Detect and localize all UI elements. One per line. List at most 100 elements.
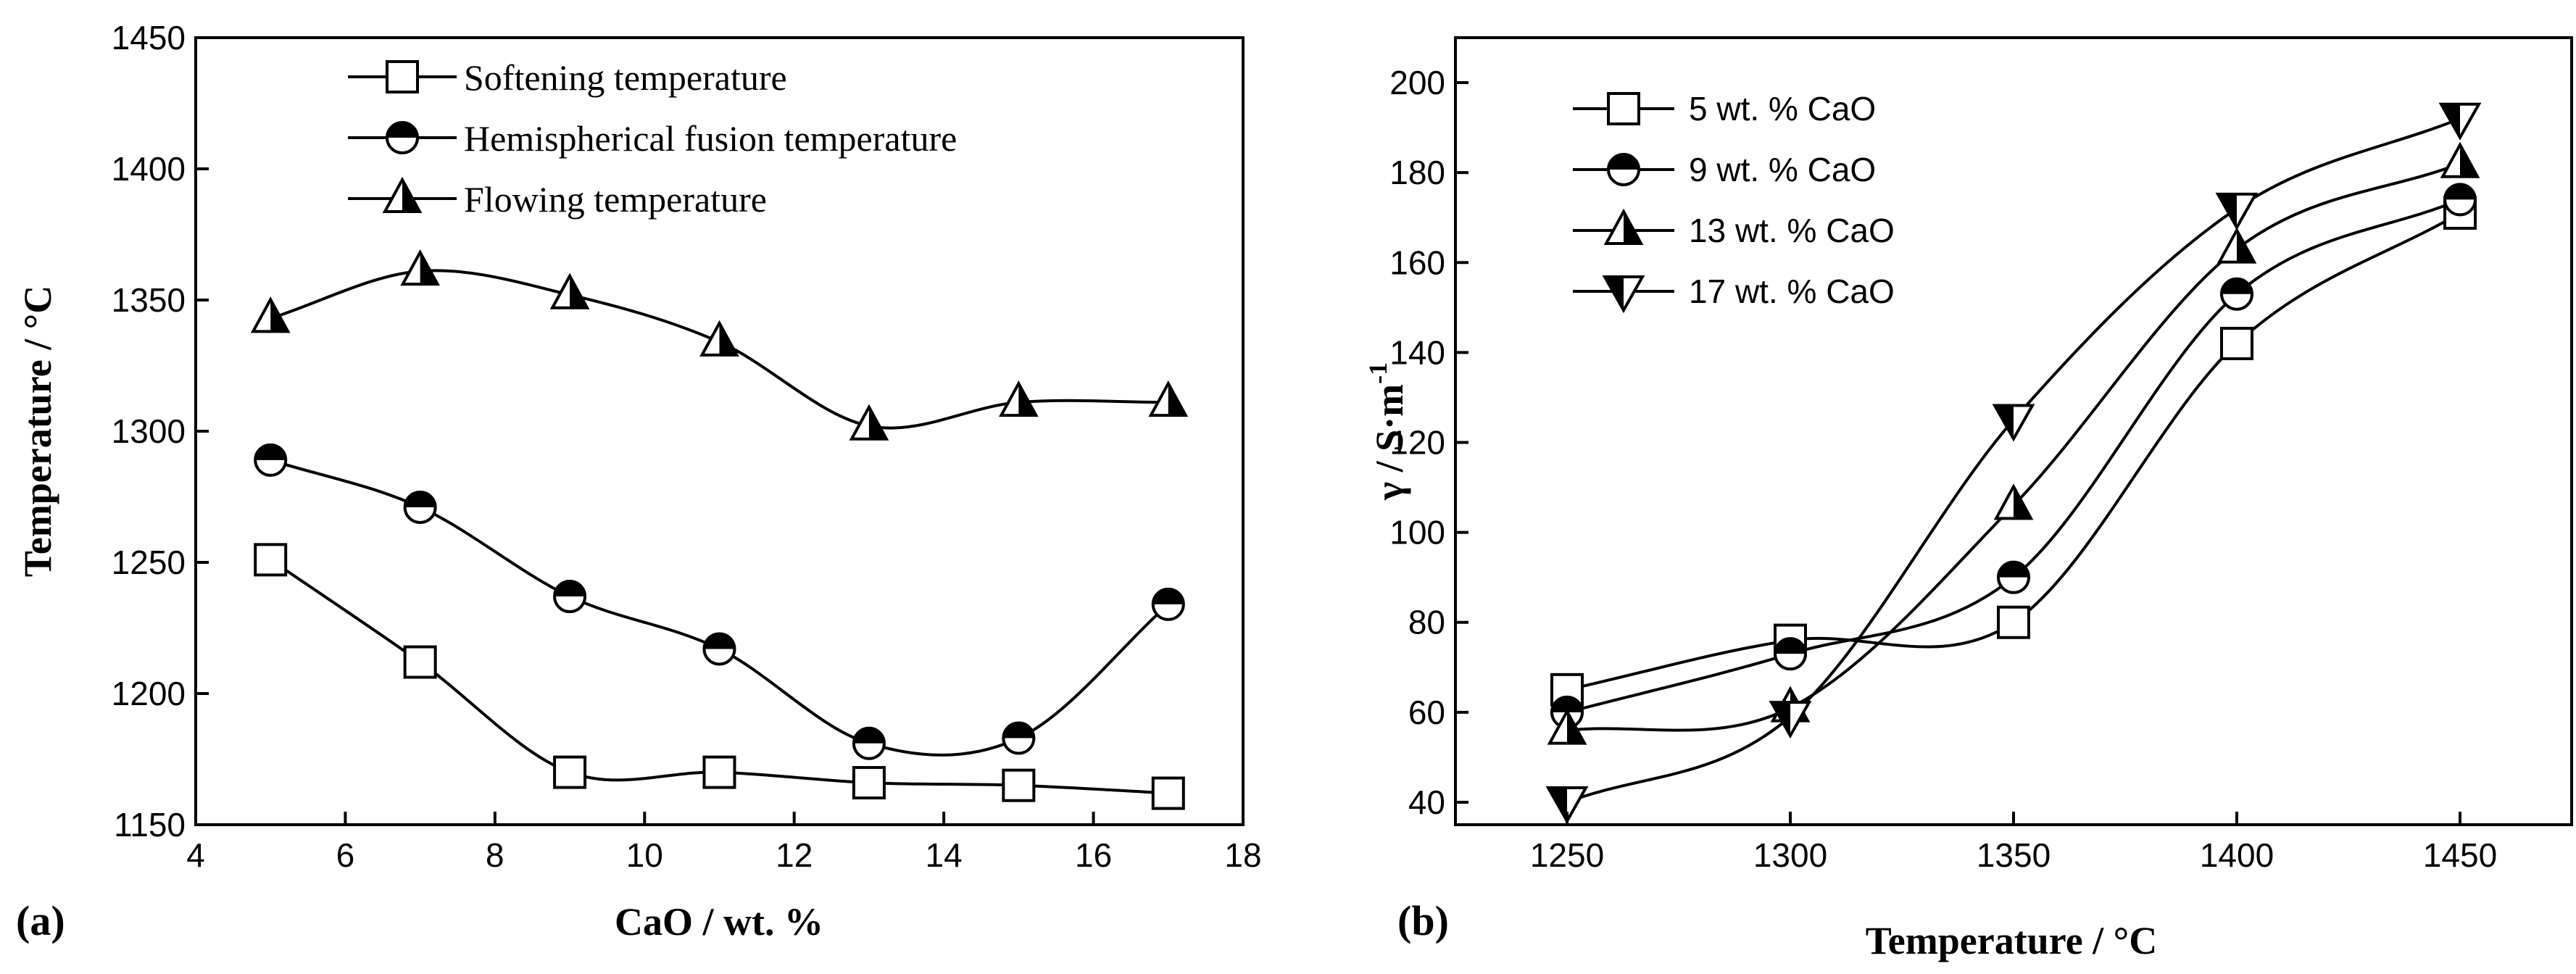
data-point-a-2 (1148, 380, 1189, 417)
y-axis-ticks-a: 1150 1200 1250 1300 1350 1400 1450 (112, 19, 209, 844)
data-point-a-0 (702, 755, 736, 789)
y-tick-label-a: 1300 (112, 412, 186, 450)
legend-b: 5 wt. % CaO 9 wt. % CaO 13 wt. % CaO 17 … (1573, 90, 1895, 314)
data-point-a-1 (852, 726, 886, 760)
legend-label-flowing: Flowing temperature (464, 179, 767, 220)
legend-marker-13wt-shape (1603, 208, 1644, 245)
legend-item-5wt: 5 wt. % CaO (1573, 90, 1876, 128)
legend-marker-5wt-shape (1607, 92, 1640, 125)
data-point-b-0 (1997, 605, 2030, 639)
legend-marker-flowing (382, 176, 423, 213)
y-tick-label-b: 180 (1389, 154, 1445, 191)
legend-marker-17wt (1602, 275, 1645, 314)
legend-marker-9wt (1607, 153, 1640, 186)
data-point-b-3 (1769, 701, 1812, 739)
x-tick-label-a: 18 (1224, 836, 1261, 874)
series-group-b (1545, 102, 2482, 825)
x-tick-label-a: 10 (626, 836, 663, 874)
y-tick-label-b: 60 (1408, 694, 1445, 731)
legend-marker-softening-shape (386, 60, 419, 93)
panel-label-a: (a) (16, 897, 65, 944)
y-axis-ticks-b: 40 60 80 100 120 140 160 180 200 (1389, 64, 1468, 821)
legend-marker-9wt-shape (1607, 153, 1640, 186)
series-group-a (250, 249, 1189, 810)
data-point-b-1 (2443, 183, 2477, 217)
legend-marker-flowing-shape (382, 176, 423, 213)
data-point-a-1 (1002, 721, 1036, 755)
legend-label-softening: Softening temperature (464, 57, 787, 98)
legend-label-13wt: 13 wt. % CaO (1689, 212, 1895, 249)
legend-marker-17wt-shape (1602, 275, 1645, 314)
data-point-a-0 (254, 543, 288, 577)
data-point-a-2 (549, 272, 590, 309)
series-line-b-1 (1566, 198, 2461, 714)
data-point-b-1 (1997, 560, 2030, 594)
data-point-a-2 (699, 320, 739, 357)
x-tick-label-a: 4 (186, 836, 205, 874)
x-axis-ticks-b: 1250 1300 1350 1400 1450 (1530, 812, 2497, 874)
x-axis-title-a: CaO / wt. % (615, 900, 823, 944)
legend-item-softening: Softening temperature (348, 57, 787, 98)
legend-a: Softening temperature Hemispherical fusi… (348, 57, 957, 220)
legend-label-5wt: 5 wt. % CaO (1689, 90, 1876, 128)
y-axis-title-a: Temperature / °C (16, 286, 59, 578)
legend-marker-5wt (1607, 92, 1640, 125)
chart-panel-b: 1250 1300 1350 1400 1450 40 60 80 100 120 140 160 1… (1363, 36, 2573, 962)
y-tick-label-a: 1200 (112, 675, 186, 712)
y-tick-label-a: 1350 (112, 281, 186, 319)
data-point-b-2 (2216, 227, 2257, 264)
y-tick-label-a: 1400 (112, 150, 186, 188)
x-axis-title-b: Temperature / °C (1866, 919, 2158, 962)
panel-label-b: (b) (1397, 897, 1449, 944)
x-tick-label-b: 1400 (2200, 836, 2274, 874)
x-tick-label-a: 12 (776, 836, 813, 874)
y-tick-label-b: 200 (1389, 64, 1445, 101)
x-tick-label-a: 16 (1075, 836, 1112, 874)
legend-item-17wt: 17 wt. % CaO (1573, 272, 1895, 314)
y-tick-label-b: 160 (1389, 244, 1445, 281)
legend-marker-13wt (1603, 208, 1644, 245)
data-point-a-2 (400, 249, 441, 286)
x-tick-label-a: 8 (486, 836, 504, 874)
legend-label-hemispherical: Hemispherical fusion temperature (464, 118, 957, 159)
y-tick-label-b: 120 (1389, 424, 1445, 462)
y-axis-title-b-main: γ / S·m (1368, 384, 1411, 501)
legend-label-17wt: 17 wt. % CaO (1689, 272, 1895, 310)
data-point-b-2 (2440, 141, 2480, 178)
data-point-a-0 (553, 755, 587, 789)
data-point-b-3 (1992, 404, 2035, 442)
data-point-a-0 (1002, 768, 1036, 802)
data-point-a-1 (702, 632, 736, 666)
data-point-b-3 (1545, 786, 1589, 825)
data-point-a-1 (553, 580, 587, 614)
y-axis-title-b: γ / S·m-1 (1363, 362, 1411, 501)
data-point-a-0 (852, 766, 886, 800)
data-point-a-1 (1151, 587, 1185, 621)
y-tick-label-b: 100 (1389, 514, 1445, 551)
y-tick-label-a: 1150 (114, 806, 186, 844)
x-tick-label-a: 6 (336, 836, 355, 874)
legend-marker-softening (386, 60, 419, 93)
data-point-a-0 (1151, 776, 1185, 810)
data-point-b-2 (1547, 708, 1587, 745)
data-point-a-1 (403, 490, 437, 524)
x-tick-label-b: 1300 (1753, 836, 1827, 874)
data-point-a-1 (254, 443, 288, 477)
x-axis-ticks-a: 4 6 8 10 12 14 16 18 (186, 812, 1262, 874)
x-tick-label-a: 14 (926, 836, 963, 874)
x-tick-label-b: 1450 (2423, 836, 2497, 874)
chart-panel-a: 4 6 8 10 12 14 16 18 1150 1200 1250 1300 1350 1400 14… (16, 19, 1262, 944)
y-axis-title-b-superscript: -1 (1363, 362, 1392, 384)
data-point-a-2 (849, 404, 889, 441)
x-tick-label-b: 1350 (1977, 836, 2051, 874)
legend-marker-hemispherical-shape (386, 121, 419, 154)
x-tick-label-b: 1250 (1530, 836, 1604, 874)
y-tick-label-a: 1450 (112, 19, 186, 57)
data-point-b-3 (2438, 102, 2482, 141)
series-line-b-0 (1566, 212, 2461, 691)
legend-item-hemispherical: Hemispherical fusion temperature (348, 118, 957, 159)
y-tick-label-b: 140 (1389, 333, 1445, 371)
legend-marker-hemispherical (386, 121, 419, 154)
data-point-b-2 (1993, 483, 2034, 520)
